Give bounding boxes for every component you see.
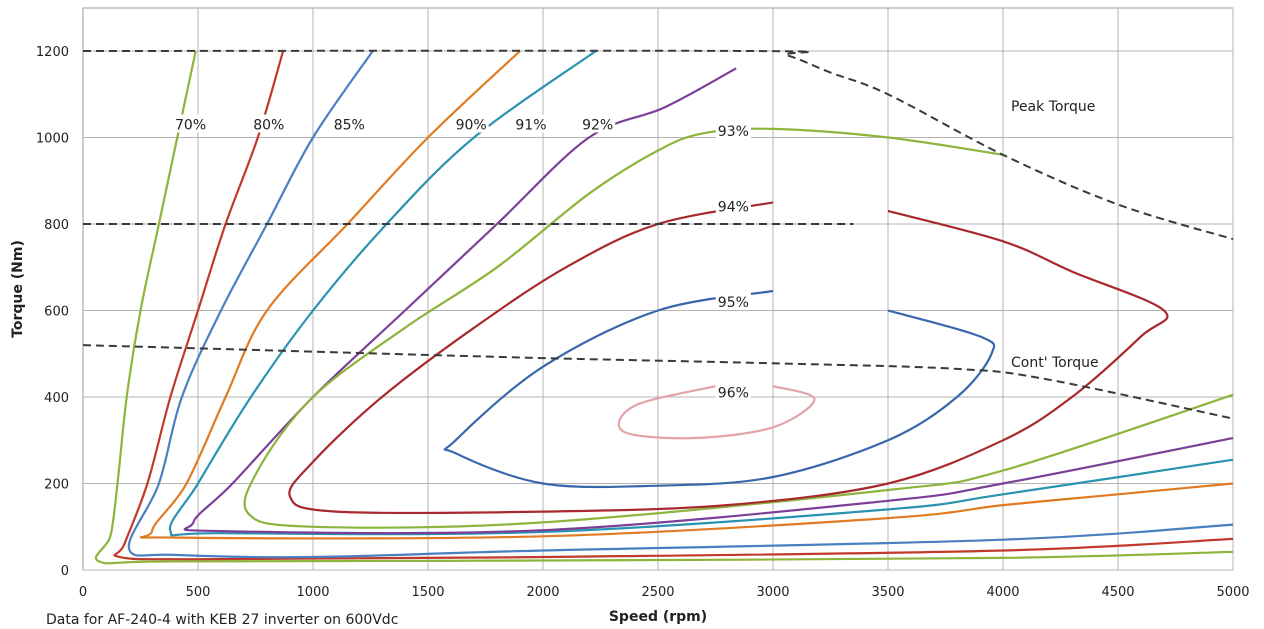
y-tick-label: 200 <box>44 478 69 493</box>
curve-label-background <box>173 114 209 133</box>
curve-label-background <box>715 196 751 215</box>
curve-label-background <box>715 291 751 310</box>
curve-label-background <box>715 121 751 140</box>
y-tick-label: 600 <box>44 305 69 320</box>
curve-label: 85% <box>334 118 365 134</box>
x-tick-labels: 0 500 1000 1500 2000 2500 3000 3500 4000 4500 5000 <box>79 585 1250 600</box>
x-tick-label: 1000 <box>296 585 329 600</box>
efficiency-curve <box>113 50 1234 561</box>
curve-label: 96% <box>718 386 749 402</box>
curve-label-background <box>453 114 489 133</box>
efficiency-curve <box>139 50 1234 540</box>
curve-label-background <box>580 114 616 133</box>
x-tick-label: 3000 <box>756 585 789 600</box>
data-source-footnote: Data for AF-240-4 with KEB 27 inverter o… <box>46 612 399 628</box>
x-tick-label: 3500 <box>871 585 904 600</box>
x-tick-label: 2500 <box>641 585 674 600</box>
x-tick-label: 5000 <box>1216 585 1249 600</box>
x-axis-title: Speed (rpm) <box>609 609 707 625</box>
y-tick-labels: 0 200 400 600 800 1000 1200 <box>36 45 69 579</box>
curve-label: 94% <box>718 200 749 216</box>
efficiency-curve <box>617 385 816 440</box>
x-tick-label: 1500 <box>411 585 444 600</box>
curve-label-background <box>715 382 751 401</box>
torque-limit-line <box>82 344 1234 420</box>
y-tick-label: 1000 <box>36 132 69 147</box>
curve-label: 93% <box>718 124 749 140</box>
y-tick-label: 1200 <box>36 45 69 60</box>
peak-torque-annotation: Peak Torque <box>1011 99 1095 115</box>
x-tick-label: 4000 <box>986 585 1019 600</box>
x-tick-label: 500 <box>186 585 211 600</box>
efficiency-curve <box>94 50 1234 565</box>
curve-labels: 70% 80% 85% 90% 91% 92% 93% 94% 95% 96% <box>173 114 751 402</box>
efficiency-curve <box>183 67 1234 535</box>
curve-label: 90% <box>456 118 487 134</box>
curve-label: 70% <box>175 118 206 134</box>
y-tick-label: 800 <box>44 218 69 233</box>
curve-label: 95% <box>718 295 749 311</box>
efficiency-curves <box>94 50 1234 565</box>
curve-label: 80% <box>253 118 284 134</box>
curve-label-background <box>331 114 367 133</box>
efficiency-curve <box>288 201 1169 515</box>
y-tick-label: 0 <box>61 564 69 579</box>
curve-label: 92% <box>582 118 613 134</box>
x-tick-label: 0 <box>79 585 87 600</box>
curve-label: 91% <box>515 118 546 134</box>
torque-limit-lines <box>82 49 1234 420</box>
x-tick-label: 2000 <box>526 585 559 600</box>
y-axis-title: Torque (Nm) <box>10 240 26 338</box>
x-tick-label: 4500 <box>1101 585 1134 600</box>
curve-label-background <box>513 114 549 133</box>
efficiency-curve <box>168 50 1234 537</box>
cont-torque-annotation: Cont' Torque <box>1011 355 1099 371</box>
curve-label-background <box>251 114 287 133</box>
y-tick-label: 400 <box>44 391 69 406</box>
